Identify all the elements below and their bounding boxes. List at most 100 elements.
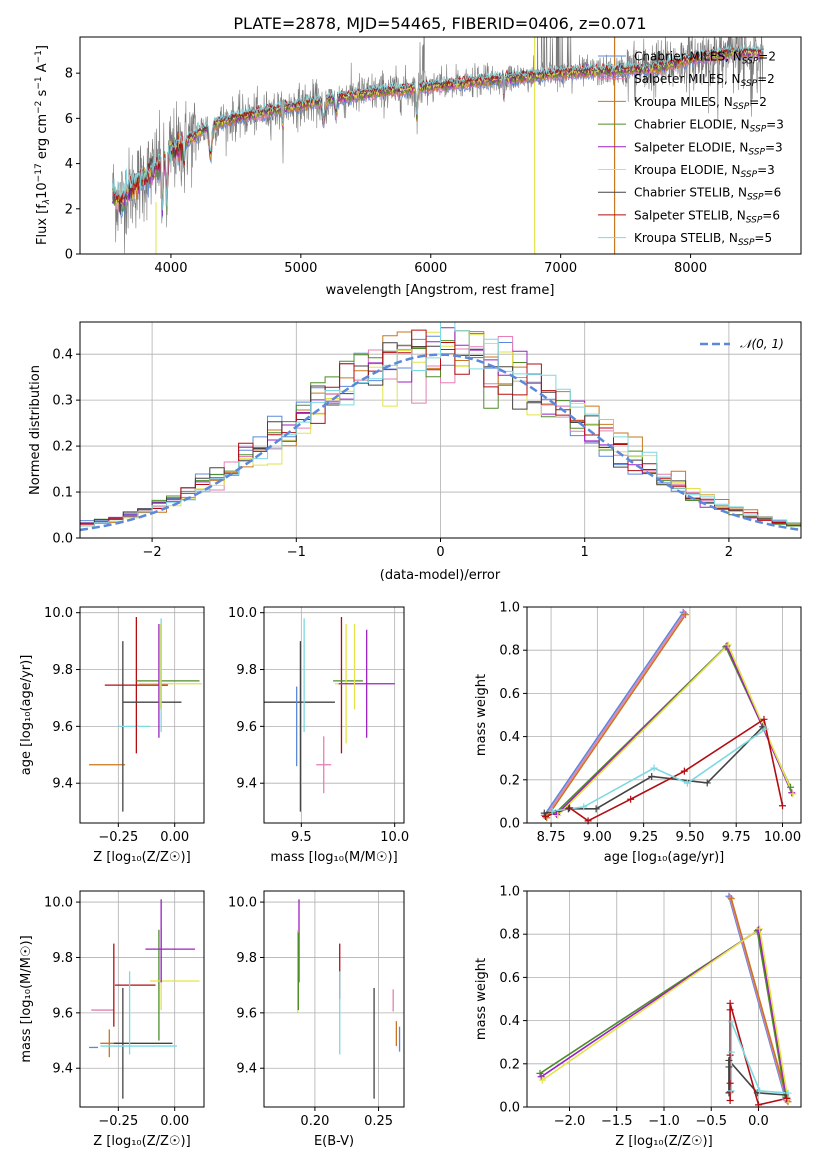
y-tick-label: 9.4 [236, 1062, 257, 1077]
legend-n: N [729, 231, 738, 245]
plot-area [89, 899, 200, 1099]
weight-marker-salpeter-stelib [726, 999, 734, 1007]
legend-eq: = [758, 50, 768, 64]
legend-nssp-value: 2 [767, 72, 775, 86]
tick-group: −2.0 −1.5 −1.0 −0.5 0.0 0.0 0.2 0.4 0.6 0.8 1.0 [499, 885, 769, 1130]
legend-entry-chabrier-stelib: Chabrier STELIB, NSSP=6 [634, 186, 781, 203]
weight-marker-kroupa-miles [727, 895, 735, 903]
y-axis-label-part: λ [42, 199, 52, 205]
y-tick-label: 0.0 [499, 817, 520, 832]
weight-marker-salpeter-stelib [726, 1006, 734, 1014]
x-tick-label: 0 [436, 545, 444, 560]
legend-n-sub: SSP [733, 102, 750, 112]
y-tick-label: 9.8 [52, 663, 73, 678]
tick-group: 9.5 10.0 9.4 9.6 9.8 10.0 [228, 606, 409, 845]
y-axis-label-part: erg cm [35, 114, 50, 163]
axes-frame [79, 321, 802, 539]
y-tick-label: 9.6 [52, 720, 73, 735]
x-tick-label: −2.0 [554, 1114, 586, 1129]
weight-marker-kroupa-stelib [761, 725, 769, 733]
model-line-salpeter-miles [112, 52, 764, 212]
weight-marker-kroupa-elodie [789, 790, 797, 798]
weight-marker-salpeter-stelib [680, 767, 688, 775]
y-tick-label: 0.4 [499, 730, 520, 745]
grid-lines [264, 891, 404, 1107]
legend-entry-kroupa-elodie: Kroupa ELODIE, NSSP=3 [634, 163, 775, 180]
weight-marker-kroupa-stelib [727, 1018, 735, 1026]
y-tick-label: 9.6 [236, 1006, 257, 1021]
weight-marker-salpeter-stelib [726, 1097, 734, 1105]
errorbar-salpeter-stelib [104, 616, 168, 754]
y-tick-label: 0.2 [499, 773, 520, 788]
observed-spectrum-line [112, 37, 764, 254]
legend-entry-chabrier-elodie: Chabrier ELODIE, NSSP=3 [634, 118, 784, 135]
weight-marker-salpeter-miles [726, 893, 734, 901]
legend-eq: = [749, 95, 759, 109]
x-axis-label: Z [log₁₀(Z/Z☉)] [93, 850, 190, 865]
y-tick-label: 0.6 [499, 971, 520, 986]
x-axis-label: mass [log₁₀(M/M☉)] [270, 850, 397, 865]
errorbar-salpeter-miles [316, 736, 332, 794]
y-tick-label: 8 [65, 67, 73, 82]
y-axis-label-part: s [35, 89, 50, 100]
legend-label: Kroupa MILES, [634, 95, 724, 109]
weight-marker-salpeter-elodie [754, 926, 762, 934]
weight-marker-kroupa-stelib [548, 807, 556, 815]
legend-entry-salpeter-miles: Salpeter MILES, NSSP=2 [634, 72, 775, 89]
y-tick-label: 10.0 [44, 606, 73, 621]
weight-marker-salpeter-elodie [537, 1073, 545, 1081]
x-tick-label: 2 [725, 545, 733, 560]
plot-area [112, 37, 764, 254]
axes-frame [526, 890, 802, 1108]
panel-weight-vs-age: 8.75 9.00 9.25 9.50 9.75 10.00 0.0 0.2 0.4 0.6 0.8… [474, 601, 802, 865]
weight-marker-salpeter-stelib [778, 802, 786, 810]
weight-line-salpeter-miles [729, 897, 788, 1101]
x-tick-label: 8.75 [537, 830, 566, 845]
gaussian-reference-curve [80, 353, 799, 532]
weight-line-kroupa-stelib [552, 728, 766, 812]
weight-marker-salpeter-elodie [788, 789, 796, 797]
legend-nssp-value: 6 [774, 186, 782, 200]
y-tick-label: 9.6 [52, 1006, 73, 1021]
axes-frame [526, 606, 802, 824]
x-tick-label: 8000 [674, 261, 707, 276]
y-axis-label-part: −2 [34, 101, 44, 114]
errorbar-salpeter-elodie [338, 629, 395, 738]
legend-n-sub: SSP [748, 147, 765, 157]
legend-label: Chabrier STELIB, [634, 186, 738, 200]
x-axis-label: (data-model)/error [380, 568, 501, 583]
y-tick-label: 6 [65, 112, 73, 127]
y-tick-label: 0.3 [52, 394, 73, 409]
legend-nssp-value: 3 [767, 163, 775, 177]
y-axis-label-part: A [35, 63, 50, 76]
plot-area [80, 322, 801, 532]
tick-group: −0.25 0.00 9.4 9.6 9.8 10.0 [44, 896, 189, 1129]
x-tick-label: 6000 [414, 261, 447, 276]
y-tick-label: 9.8 [236, 951, 257, 966]
legend-entry-salpeter-stelib: Salpeter STELIB, NSSP=6 [634, 208, 780, 225]
legend-eq: = [766, 118, 776, 132]
weight-marker-chabrier-stelib [592, 805, 600, 813]
panel-spectrum: 4000 5000 6000 7000 8000 0 2 4 6 8 wavelength [Ang… [34, 36, 802, 298]
tick-group: 4000 5000 6000 7000 8000 0 2 4 6 8 [65, 67, 707, 276]
weight-marker-salpeter-elodie [553, 810, 561, 818]
x-tick-label: 0.20 [300, 1114, 329, 1129]
gaussian-legend-label: 𝒩(0, 1) [740, 337, 784, 351]
weight-marker-chabrier-stelib [725, 1056, 733, 1064]
axes-frame [79, 36, 802, 255]
legend-eq: = [757, 72, 767, 86]
weight-marker-salpeter-stelib [783, 1094, 791, 1102]
weight-marker-salpeter-stelib [726, 1051, 734, 1059]
x-tick-label: 9.00 [583, 830, 612, 845]
legend-label: Salpeter STELIB, [634, 208, 737, 222]
y-tick-label: 9.4 [52, 1062, 73, 1077]
y-tick-label: 0.0 [499, 1101, 520, 1116]
plot-area [543, 611, 794, 822]
y-tick-label: 10.0 [228, 896, 257, 911]
panel-mass-vs-Z: −0.25 0.00 9.4 9.6 9.8 10.0 Z [log₁₀(Z/Z☉)] mas… [19, 890, 205, 1149]
weight-marker-kroupa-miles [682, 611, 690, 619]
model-line-kroupa-stelib [112, 43, 764, 211]
axes-frame [263, 890, 405, 1108]
plot-area [264, 616, 395, 812]
